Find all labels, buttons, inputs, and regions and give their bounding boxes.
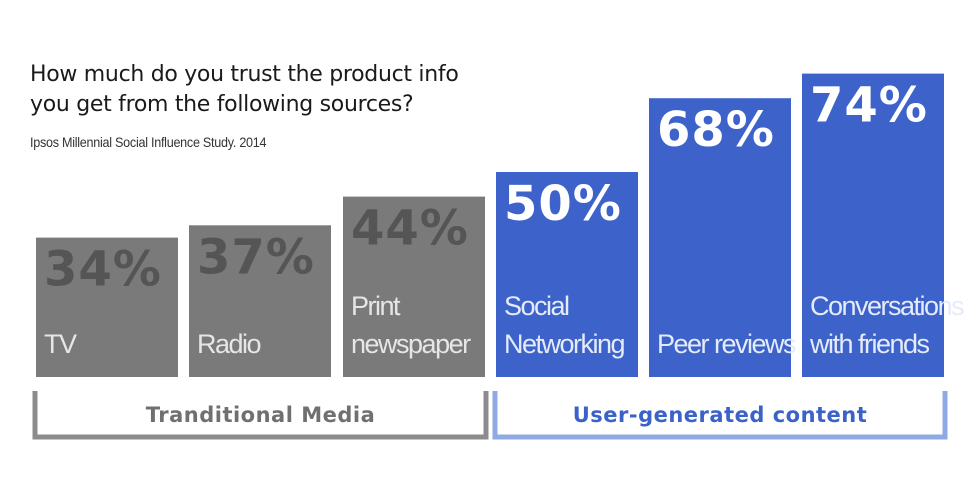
group-label-1: User-generated content xyxy=(573,403,868,427)
category-label-2-0: Print xyxy=(351,291,401,321)
bar-1 xyxy=(189,225,331,377)
bar-3 xyxy=(496,172,638,377)
category-label-5-0: Conversations xyxy=(810,291,964,321)
category-label-3-1: Networking xyxy=(504,329,625,359)
bar-0 xyxy=(36,237,178,377)
value-label-5: 74% xyxy=(810,78,928,134)
bar-2 xyxy=(343,196,485,377)
category-label-3-0: Social xyxy=(504,291,569,321)
chart-title: How much do you trust the product info y… xyxy=(30,62,459,117)
value-label-1: 37% xyxy=(197,229,315,285)
value-label-4: 68% xyxy=(657,102,775,158)
bar-4 xyxy=(649,98,791,377)
group-bracket-1 xyxy=(492,391,948,440)
category-label-0-0: TV xyxy=(44,329,77,359)
category-label-2-1: newspaper xyxy=(351,329,471,359)
value-label-0: 34% xyxy=(44,242,162,298)
chart-subtitle: Ipsos Millennial Social Influence Study.… xyxy=(30,134,267,150)
category-label-1-0: Radio xyxy=(197,329,261,359)
bar-5 xyxy=(802,73,944,377)
category-label-4-0: Peer reviews xyxy=(657,329,796,359)
group-bracket-0 xyxy=(32,391,489,440)
category-label-5-1: with friends xyxy=(809,329,930,359)
value-label-3: 50% xyxy=(504,176,622,232)
value-label-2: 44% xyxy=(351,201,469,257)
group-label-0: Tranditional Media xyxy=(146,403,376,427)
